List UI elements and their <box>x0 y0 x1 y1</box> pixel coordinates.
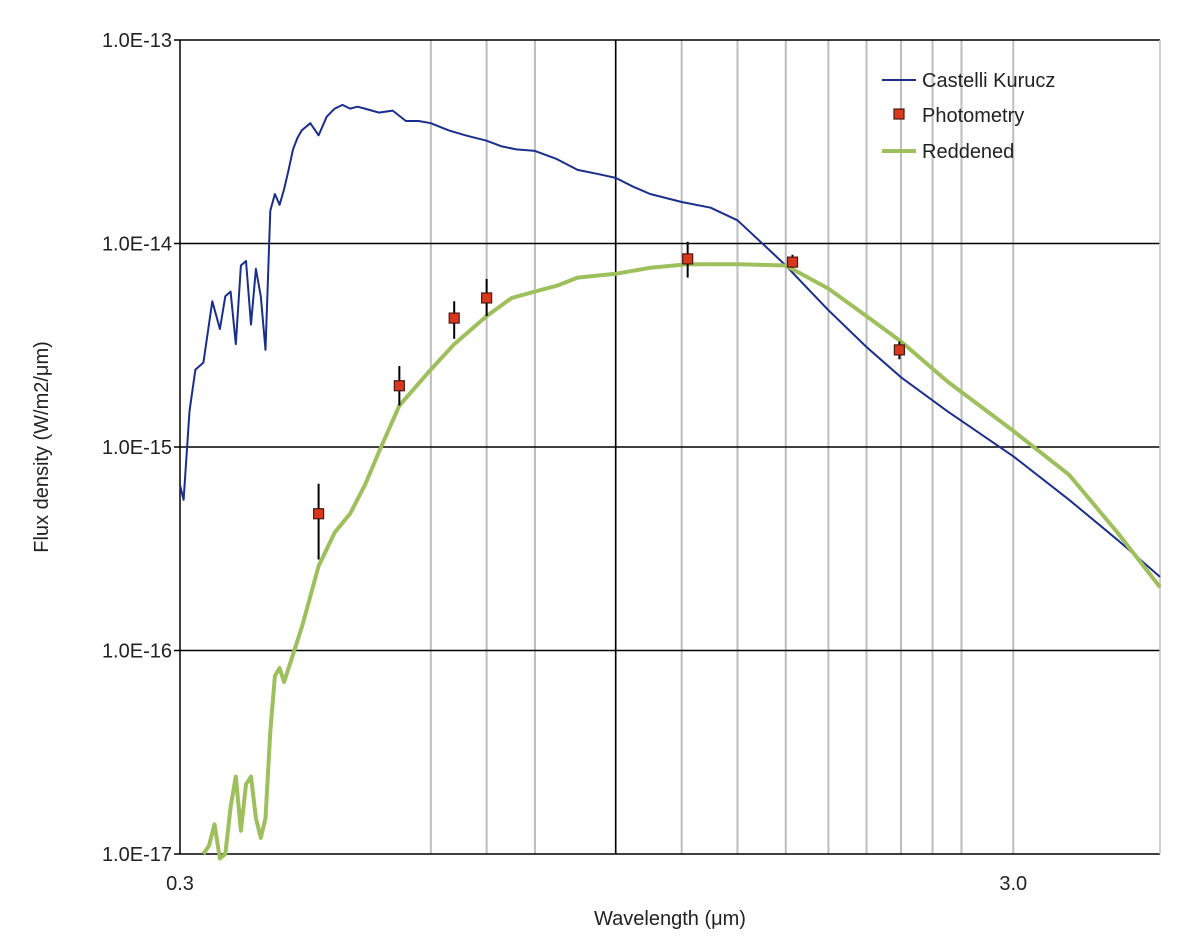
photometry-point <box>786 256 799 268</box>
photometry-point <box>481 292 493 304</box>
y-tick-label: 1.0E-15 <box>102 437 172 459</box>
grid-lines <box>180 40 1160 854</box>
legend: Castelli Kurucz Photometry Reddened <box>882 70 1055 163</box>
x-tick-label: 0.3 <box>166 873 194 895</box>
x-tick-label: 3.0 <box>999 873 1027 895</box>
tick-labels: 1.0E-13 1.0E-14 1.0E-15 1.0E-16 1.0E-17 0.3 3.… <box>102 30 1027 895</box>
photometry-point <box>393 380 405 392</box>
photometry-point <box>682 253 694 265</box>
y-tick-label: 1.0E-13 <box>102 30 172 52</box>
photometry-point <box>448 312 460 324</box>
reddened-line <box>201 262 1162 861</box>
y-tick-label: 1.0E-17 <box>102 844 172 866</box>
y-tick-label: 1.0E-14 <box>102 234 172 256</box>
y-axis-label: Flux density (W/m2/μm) <box>31 341 53 553</box>
legend-photometry-swatch <box>893 108 905 120</box>
axes <box>174 39 1161 855</box>
legend-photometry-label: Photometry <box>922 105 1024 127</box>
photometry-point <box>312 508 325 520</box>
legend-reddened-label: Reddened <box>922 141 1014 163</box>
x-axis-label: Wavelength (μm) <box>594 908 746 930</box>
data-series <box>179 103 1162 861</box>
y-tick-label: 1.0E-16 <box>102 641 172 663</box>
photometry-point <box>893 344 905 356</box>
legend-kurucz-label: Castelli Kurucz <box>922 70 1055 92</box>
castelli-kurucz-line <box>179 103 1161 578</box>
